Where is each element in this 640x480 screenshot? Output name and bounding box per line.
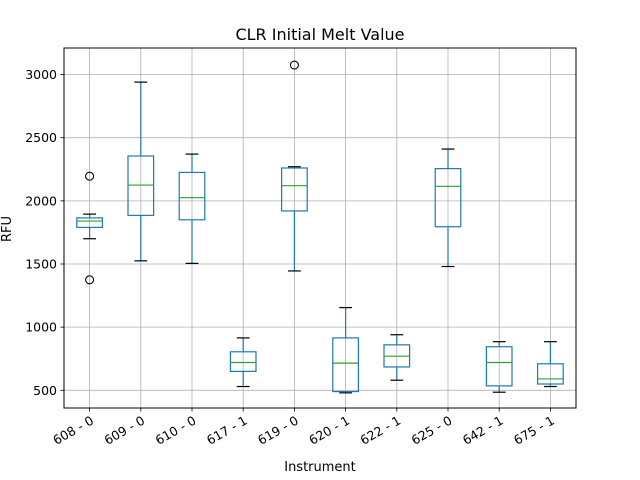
- iqr-box: [485, 346, 513, 387]
- plot-frame: [63, 47, 577, 409]
- y-tick-label: 3000: [25, 67, 57, 82]
- iqr-box: [127, 155, 155, 216]
- y-tick-label: 2000: [25, 193, 57, 208]
- box-642-1: [485, 341, 513, 393]
- x-axis-label: Instrument: [284, 460, 356, 475]
- y-axis-label: RFU: [0, 216, 15, 242]
- iqr-box: [434, 168, 462, 228]
- boxes: [76, 60, 564, 394]
- box-620-1: [332, 306, 359, 394]
- iqr-box: [178, 171, 206, 221]
- y-tick-label: 1000: [25, 320, 57, 335]
- box-608-0: [76, 171, 104, 285]
- chart-title: CLR Initial Melt Value: [235, 25, 404, 44]
- outlier-point: [85, 171, 95, 181]
- box-675-1: [536, 341, 564, 388]
- box-619-0: [281, 60, 308, 272]
- box-617-1: [229, 337, 257, 388]
- y-tick-label: 500: [33, 383, 57, 398]
- box-625-0: [434, 148, 462, 268]
- box-622-1: [383, 334, 411, 381]
- y-tick-label: 2500: [25, 130, 57, 145]
- iqr-box: [536, 363, 564, 385]
- outlier-point: [289, 60, 299, 70]
- box-609-0: [127, 81, 155, 262]
- outlier-point: [85, 275, 95, 285]
- iqr-box: [281, 167, 308, 212]
- iqr-box: [76, 217, 104, 228]
- iqr-box: [229, 351, 257, 372]
- box-610-0: [178, 153, 206, 264]
- y-tick-label: 1500: [25, 257, 57, 272]
- iqr-box: [332, 337, 359, 393]
